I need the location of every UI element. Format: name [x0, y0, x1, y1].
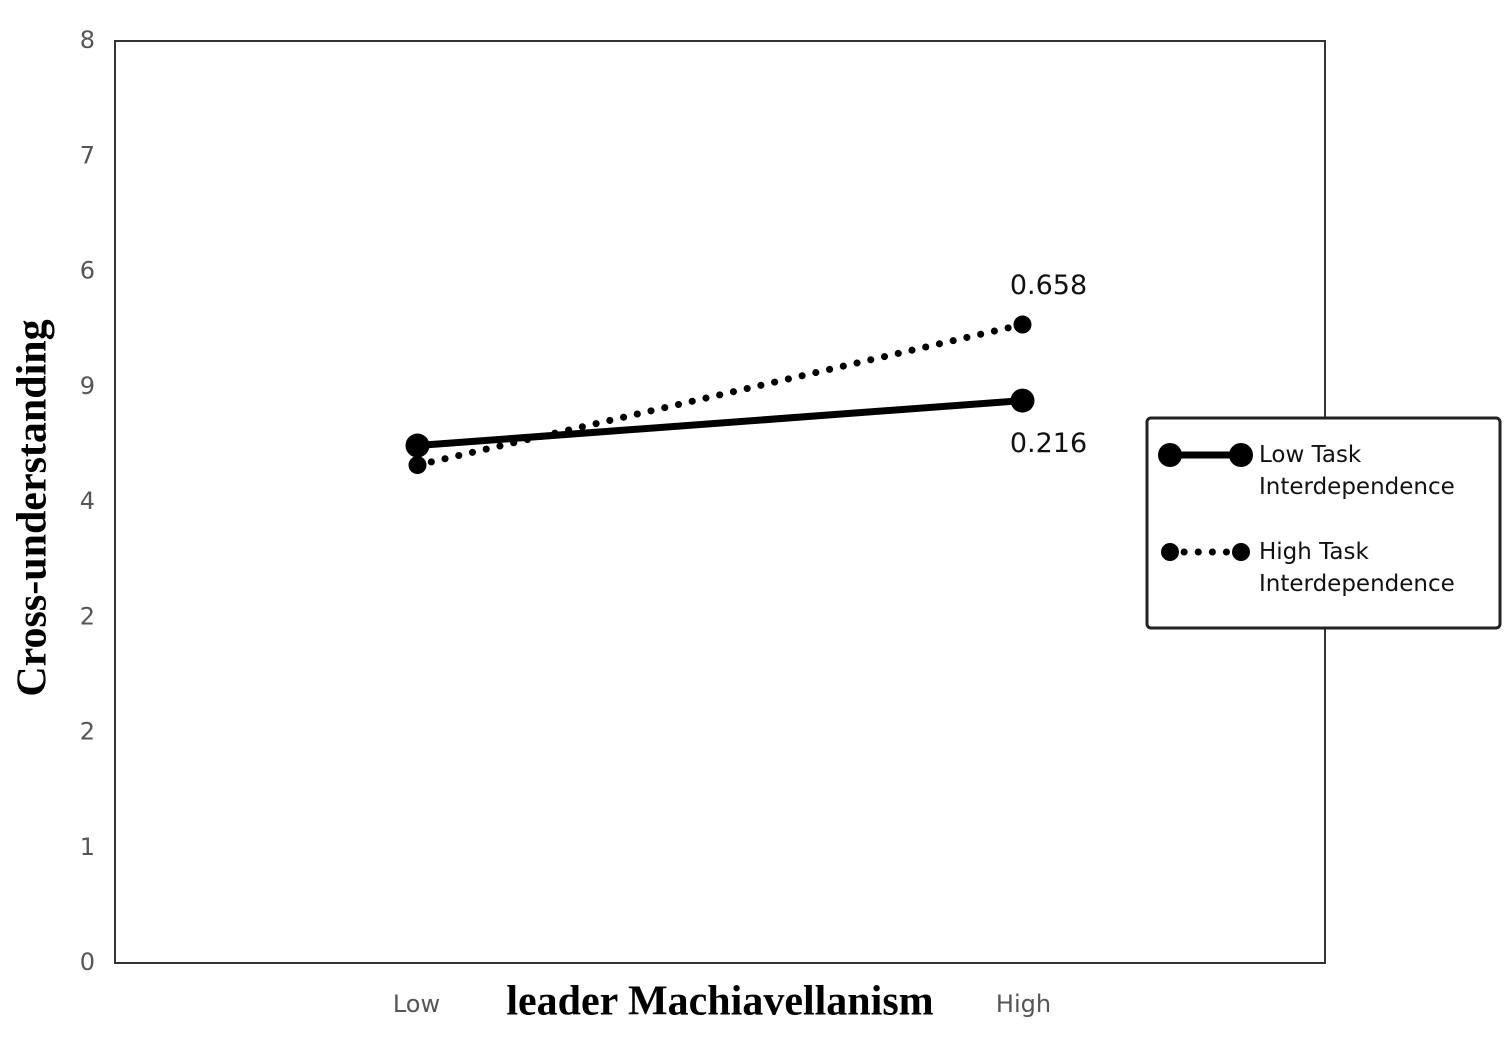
- y-tick-label: 7: [80, 141, 95, 169]
- data-point: [1013, 315, 1032, 334]
- y-tick-label: 2: [80, 602, 95, 630]
- annotation: 0.658: [1010, 270, 1087, 301]
- y-tick-label: 6: [80, 257, 95, 285]
- legend-marker: [1232, 543, 1250, 561]
- legend-label: High Task Interdependence: [1259, 539, 1455, 597]
- y-axis-title: Cross-understanding: [10, 319, 56, 696]
- data-point: [405, 433, 430, 458]
- y-tick-label: 9: [80, 372, 95, 400]
- annotation: 0.216: [1010, 428, 1087, 459]
- x-tick-label: High: [996, 990, 1051, 1018]
- series-line: [417, 397, 1023, 450]
- data-point: [408, 456, 427, 475]
- x-tick-label: Low: [393, 990, 440, 1018]
- y-tick-label: 8: [80, 26, 95, 54]
- y-tick-label: 4: [80, 487, 95, 515]
- x-axis-title: leader Machiavellanism: [506, 979, 933, 1025]
- y-tick-label: 0: [80, 948, 95, 976]
- legend-label: Low Task Interdependence: [1259, 442, 1455, 500]
- legend-marker: [1161, 543, 1179, 561]
- legend-marker: [1229, 443, 1253, 467]
- y-tick-label: 2: [80, 718, 95, 746]
- series-line: [414, 321, 1026, 469]
- legend-box: [1145, 416, 1502, 630]
- data-point: [1010, 388, 1035, 413]
- plot-frame: [114, 40, 1326, 964]
- y-tick-label: 1: [80, 833, 95, 861]
- legend-marker: [1158, 443, 1182, 467]
